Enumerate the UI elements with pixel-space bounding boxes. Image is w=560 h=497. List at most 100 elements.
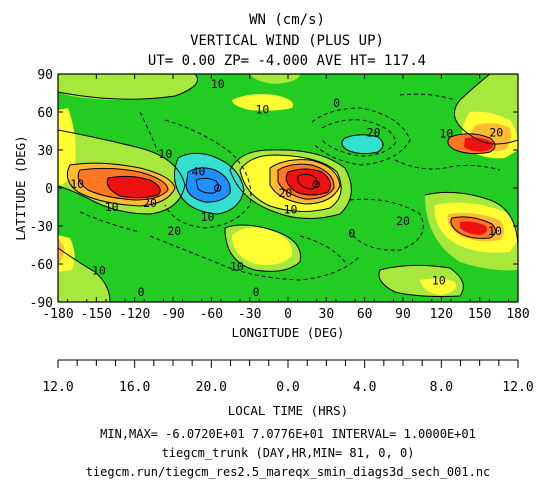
contour-label-text: 20 (489, 125, 503, 139)
contour-label: 20 (367, 125, 381, 139)
y-tick-label: 30 (37, 144, 53, 159)
y-tick-labels: 90 60 30 0 -30 -60 -90 (30, 68, 53, 311)
y-tick-label: 90 (37, 68, 53, 83)
extremum-circle (214, 184, 222, 192)
contour-label-text: 20 (143, 196, 157, 210)
lt-tick-label: 8.0 (430, 380, 453, 395)
contour-label-text: 10 (256, 102, 270, 116)
local-time-tick-marks (57, 360, 519, 368)
band-negative (174, 134, 383, 214)
x-tick-label: -60 (200, 307, 223, 322)
contour-label: 10 (158, 147, 172, 161)
x-tick-labels: -180 -150 -120 -90 -60 -30 0 30 60 90 120 150 180 (42, 307, 529, 322)
contour-label: 10 (201, 210, 215, 224)
y-tick-label: 60 (37, 106, 53, 121)
minmax-interval-text: MIN,MAX= -6.0720E+01 7.0776E+01 INTERVAL… (100, 427, 476, 441)
contour-label: 10 (211, 77, 225, 91)
model-info-text: tiegcm_trunk (DAY,HR,MIN= 81, 0, 0) (162, 446, 415, 460)
contour-label: 0 (138, 285, 145, 299)
contour-label: 10 (92, 263, 106, 277)
lt-tick-label: 0.0 (276, 380, 299, 395)
contour-label: 20 (489, 125, 503, 139)
contour-label: 0 (333, 96, 340, 110)
contour-label: 20 (396, 214, 410, 228)
contour-label-text: 10 (211, 77, 225, 91)
contour-label-text: 10 (158, 147, 172, 161)
x-tick-marks (57, 74, 519, 302)
x-tick-label: -90 (161, 307, 184, 322)
contour-label-text: 10 (92, 263, 106, 277)
local-time-tick-labels: 12.0 16.0 20.0 0.0 4.0 8.0 12.0 (42, 380, 533, 395)
contour-label-text: 20 (167, 224, 181, 238)
band-ge-40 (107, 137, 494, 235)
y-tick-label: -90 (30, 296, 53, 311)
x-tick-label: 0 (284, 307, 292, 322)
title-line-3: UT= 0.00 ZP= -4.000 AVE HT= 117.4 (148, 53, 426, 69)
extremum-dot (315, 183, 318, 186)
contour-label-text: 10 (284, 203, 298, 217)
contour-label-text: 0 (348, 227, 355, 241)
extremum-dot (216, 187, 219, 189)
lt-tick-label: 16.0 (119, 380, 150, 395)
lt-tick-label: 12.0 (502, 380, 533, 395)
contour-label: 10 (432, 273, 446, 287)
maximum-marker (312, 180, 320, 188)
contour-label: 0 (253, 285, 260, 299)
y-tick-label: -60 (30, 258, 53, 273)
title-line-1: WN (cm/s) (249, 12, 325, 28)
contour-label-text: 20 (279, 186, 293, 200)
lt-tick-label: 12.0 (42, 380, 73, 395)
lt-tick-label: 4.0 (353, 380, 376, 395)
contour-label: 10 (105, 200, 119, 214)
contour-label-text: 10 (230, 260, 244, 274)
y-tick-marks (58, 73, 518, 303)
contour-label: 20 (279, 186, 293, 200)
x-tick-label: 180 (506, 307, 529, 322)
contour-label-text: 40 (192, 165, 206, 179)
contour-label: 10 (284, 203, 298, 217)
contour-label: 10 (256, 102, 270, 116)
contour-label: 20 (167, 224, 181, 238)
filename-text: tiegcm.run/tiegcm_res2.5_mareqx_smin_dia… (86, 465, 491, 479)
x-tick-label: 60 (357, 307, 373, 322)
contour-label: 20 (143, 196, 157, 210)
title-line-2: VERTICAL WIND (PLUS UP) (190, 33, 384, 49)
contour-label-text: 10 (105, 200, 119, 214)
contour-label-text: 10 (432, 273, 446, 287)
contour-label: 40 (192, 165, 206, 179)
contour-label-layer: 10 10 0 20 10 20 10 10 20 10 40 10 20 20 10 0 20 10 10 10 0 0… (70, 77, 503, 299)
x-tick-label: 120 (430, 307, 453, 322)
x-tick-label: 30 (319, 307, 335, 322)
contour-label-text: 0 (253, 285, 260, 299)
x-tick-label: -180 (42, 307, 73, 322)
minimum-marker (214, 184, 222, 192)
extremum-circle (312, 180, 320, 188)
x-tick-label: -120 (119, 307, 150, 322)
y-tick-label: 0 (45, 182, 53, 197)
local-time-axis-label: LOCAL TIME (HRS) (228, 403, 348, 418)
contour-lines-dashed (79, 93, 501, 281)
contour-label: 10 (440, 127, 454, 141)
lt-tick-label: 20.0 (196, 380, 227, 395)
contour-label: 10 (488, 224, 502, 238)
contour-label: 10 (230, 260, 244, 274)
contour-label: 0 (348, 227, 355, 241)
x-tick-label: 90 (395, 307, 411, 322)
y-tick-label: -30 (30, 220, 53, 235)
contour-label-text: 10 (440, 127, 454, 141)
contour-label-text: 10 (488, 224, 502, 238)
x-tick-label: 150 (468, 307, 491, 322)
x-tick-label: -30 (238, 307, 261, 322)
contour-lines (58, 74, 518, 302)
contour-label-text: 10 (201, 210, 215, 224)
x-axis-label: LONGITUDE (DEG) (232, 325, 345, 340)
contour-label-text: 20 (367, 125, 381, 139)
contour-label: 10 (70, 177, 84, 191)
contour-label-text: 0 (138, 285, 145, 299)
plot-area (58, 74, 518, 302)
y-axis-label: LATITUDE (DEG) (13, 135, 28, 240)
contour-label-text: 0 (333, 96, 340, 110)
contour-label-text: 10 (70, 177, 84, 191)
x-tick-label: -150 (81, 307, 112, 322)
